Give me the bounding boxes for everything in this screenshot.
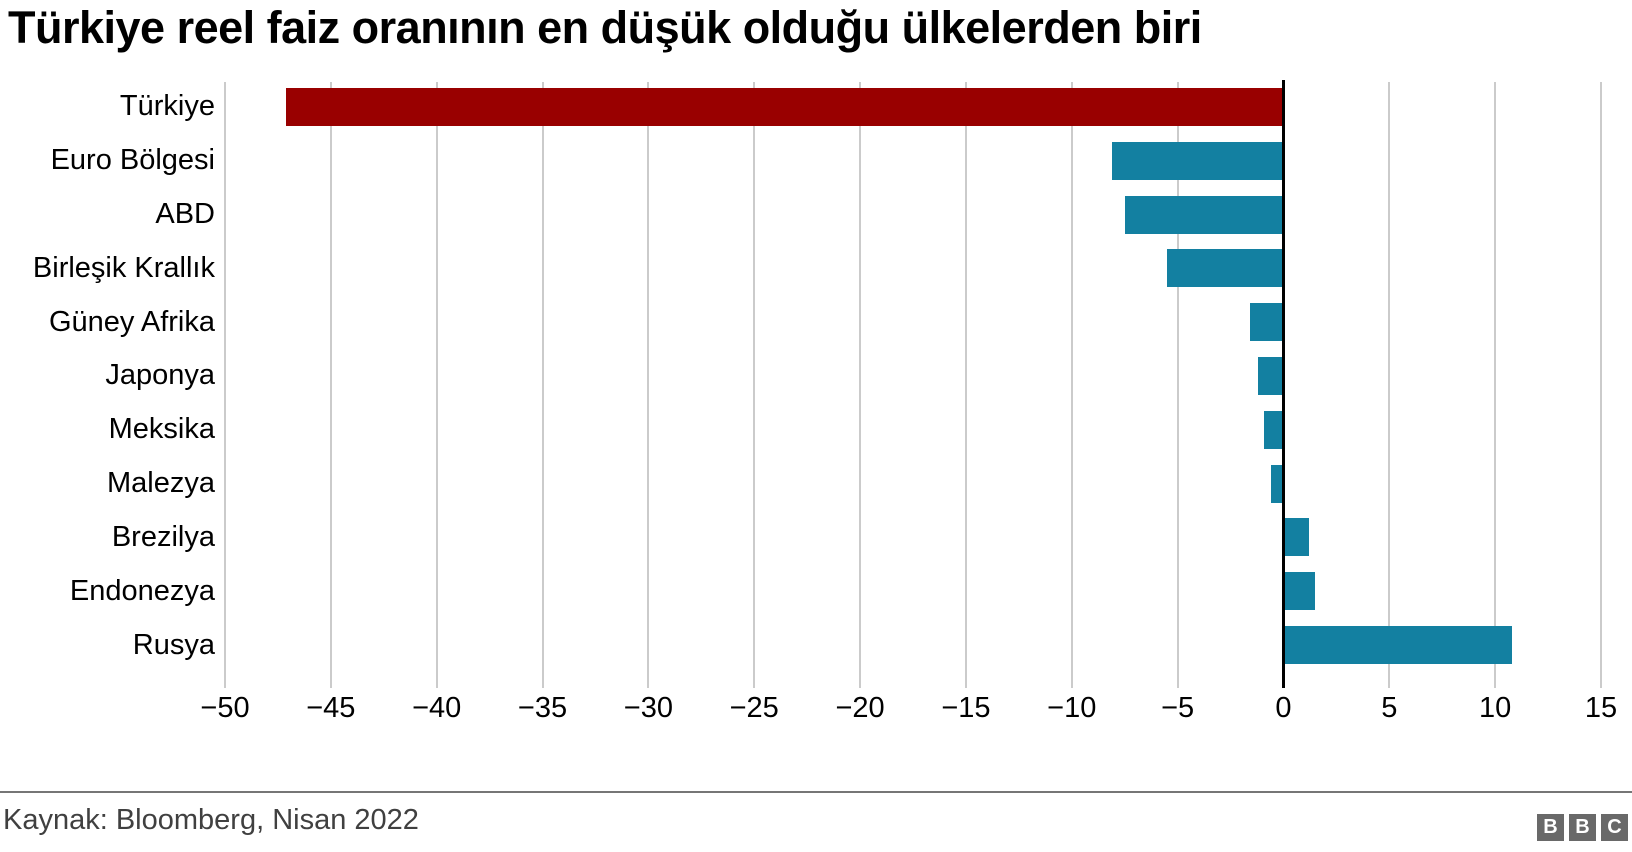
- gridline: [1176, 82, 1179, 688]
- x-tick-label: −15: [941, 692, 991, 724]
- x-tick-label: −5: [1161, 692, 1195, 724]
- plot-area: Türkiye Euro Bölgesi ABD Birleşik Krallık Gü…: [0, 80, 1632, 688]
- x-axis-tick-labels: −50 −45 −40 −35 −30 −25 −20 −15 −10 −5 0 5 10 15: [0, 692, 1632, 732]
- bar: [1283, 572, 1316, 611]
- bar-row: Meksika: [0, 403, 1632, 457]
- x-tick-label: −30: [623, 692, 673, 724]
- category-label: Euro Bölgesi: [50, 144, 215, 177]
- category-label: Endonezya: [69, 574, 215, 607]
- gridline: [1600, 82, 1602, 688]
- bar: [1270, 464, 1284, 503]
- bar-row: Euro Bölgesi: [0, 134, 1632, 188]
- bar: [1258, 356, 1284, 395]
- bar-row: Güney Afrika: [0, 295, 1632, 349]
- zero-axis-line: [1281, 80, 1285, 688]
- x-tick-label: −20: [835, 692, 885, 724]
- x-tick-label: 15: [1584, 692, 1618, 724]
- bar-rows-layer: Türkiye Euro Bölgesi ABD Birleşik Krallık Gü…: [0, 80, 1632, 672]
- gridline: [647, 82, 650, 688]
- gridline: [435, 82, 438, 688]
- category-label: Rusya: [132, 628, 215, 661]
- bbc-logo-block: B: [1537, 814, 1564, 841]
- bar-row: Rusya: [0, 618, 1632, 672]
- bbc-logo-block: C: [1601, 814, 1628, 841]
- x-tick-label: −10: [1047, 692, 1097, 724]
- x-tick-label: 0: [1275, 692, 1292, 724]
- chart-title: Türkiye reel faiz oranının en düşük oldu…: [8, 2, 1202, 53]
- bar: [1283, 518, 1309, 557]
- bar-row: ABD: [0, 188, 1632, 242]
- footer-divider: [0, 791, 1632, 793]
- x-tick-label: 5: [1381, 692, 1398, 724]
- bar-row: Türkiye: [0, 80, 1632, 134]
- bar: [1124, 195, 1284, 234]
- category-label: Birleşik Krallık: [32, 251, 215, 284]
- gridline: [1388, 82, 1391, 688]
- gridline: [964, 82, 967, 688]
- x-tick-label: −45: [306, 692, 356, 724]
- gridline: [1070, 82, 1073, 688]
- bar: [1167, 249, 1284, 288]
- source-caption: Kaynak: Bloomberg, Nisan 2022: [3, 804, 419, 836]
- gridline: [541, 82, 544, 688]
- x-tick-label: −40: [412, 692, 462, 724]
- gridline: [224, 82, 226, 688]
- category-label: ABD: [155, 198, 215, 231]
- x-tick-label: −50: [200, 692, 250, 724]
- gridline: [753, 82, 756, 688]
- bar: [1249, 303, 1284, 342]
- category-label: Malezya: [107, 467, 215, 500]
- bar-row: Malezya: [0, 457, 1632, 511]
- category-label: Türkiye: [119, 90, 215, 123]
- bar-row: Endonezya: [0, 564, 1632, 618]
- bbc-logo-block: B: [1569, 814, 1596, 841]
- category-label: Meksika: [108, 413, 215, 446]
- bar: [1283, 626, 1513, 665]
- category-label: Japonya: [105, 359, 215, 392]
- category-label: Brezilya: [111, 520, 215, 553]
- gridline: [1494, 82, 1497, 688]
- bar: [286, 87, 1284, 126]
- bar-row: Japonya: [0, 349, 1632, 403]
- gridline: [859, 82, 862, 688]
- category-label: Güney Afrika: [48, 305, 215, 338]
- x-tick-label: −35: [517, 692, 568, 724]
- bar-row: Birleşik Krallık: [0, 241, 1632, 295]
- bar: [1264, 410, 1284, 449]
- x-tick-label: −25: [729, 692, 779, 724]
- bar: [1111, 141, 1284, 180]
- bar-row: Brezilya: [0, 511, 1632, 565]
- x-tick-label: 10: [1479, 692, 1512, 724]
- gridline: [329, 82, 332, 688]
